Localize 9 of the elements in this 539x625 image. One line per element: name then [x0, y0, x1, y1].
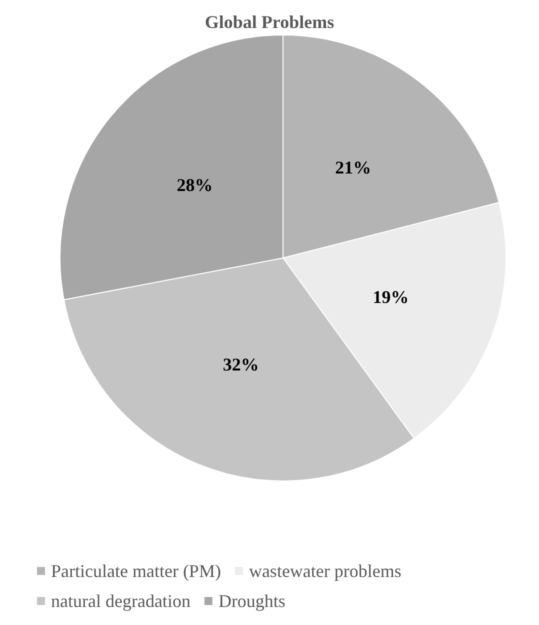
data-label: 21% [335, 158, 372, 178]
chart-title: Global Problems [204, 12, 334, 32]
legend-label: Particulate matter (PM) [51, 561, 221, 581]
data-label: 19% [372, 286, 409, 307]
legend-label: natural degradation [51, 591, 190, 611]
data-label: 32% [222, 354, 259, 374]
legend-label: Droughts [218, 591, 286, 611]
data-label: 28% [176, 175, 213, 196]
legend-label: wastewater problems [248, 561, 402, 581]
